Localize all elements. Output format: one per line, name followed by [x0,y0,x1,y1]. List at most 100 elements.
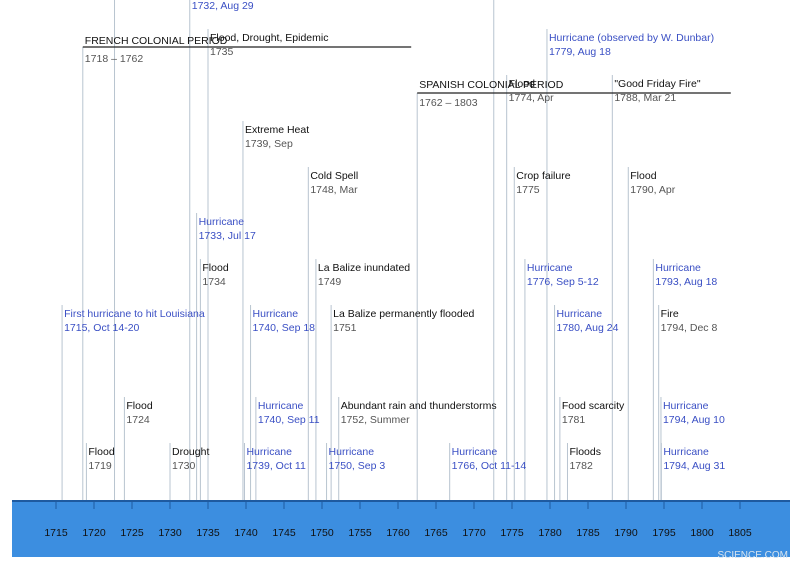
period-range: 1718 – 1762 [85,53,144,65]
axis-tick-label: 1715 [44,527,68,539]
event-date: 1775 [516,184,540,196]
event-title: Floods [569,446,601,458]
axis-tick-label: 1760 [386,527,410,539]
hurricane-event: Hurricane 1740, Sep 11 [258,400,320,426]
axis-tick-label: 1775 [500,527,524,539]
event-title: "Good Friday Fire" [614,78,701,90]
event-date: 1730 [172,460,196,472]
hurricane-event: Hurricane 1780, Aug 24 [557,308,619,334]
hurricane-event: Hurricane 1733, Jul 17 [199,216,256,242]
event-title: Abundant rain and thunderstorms [341,400,497,412]
event-title: First hurricane to hit Louisiana [64,308,205,320]
event-title: Hurricane [258,400,304,412]
event-date: 1732, Aug 29 [192,0,254,12]
event: La Balize inundated 1749 [318,262,410,288]
event: Abundant rain and thunderstorms 1752, Sum… [341,400,497,426]
hurricane-event: Hurricane1732, Aug 29 [192,0,254,12]
hurricane-event: Hurricane 1766, Oct 11-14 [452,446,527,472]
hurricane-event: Hurricane 1750, Sep 3 [329,446,386,472]
hurricane-event: First hurricane to hit Louisiana 1715, Oc… [64,308,205,334]
hurricane-event: Hurricane 1740, Sep 18 [253,308,316,334]
event-title: Drought [172,446,209,458]
axis-tick-label: 1765 [424,527,448,539]
event-title: La Balize inundated [318,262,410,274]
event-date: 1751 [333,322,357,334]
event-date: 1782 [569,460,593,472]
hurricane-event: Hurricane 1794, Aug 31 [663,446,725,472]
event-date: 1779, Aug 18 [549,46,611,58]
event: "Good Friday Fire" 1788, Mar 21 [614,78,701,104]
axis-tick-label: 1750 [310,527,334,539]
colonial-periods: FRENCH COLONIAL PERIOD 1718 – 1762 SPANISH… [82,35,731,109]
hurricane-event: Hurricane 1739, Oct 11 [246,446,306,472]
event-date: 1739, Sep [245,138,293,150]
event-title: Extreme Heat [245,124,309,136]
event: Floods 1782 [569,446,601,472]
axis-tick-label: 1740 [234,527,258,539]
period-title: FRENCH COLONIAL PERIOD [85,35,228,47]
event-date: 1794, Aug 31 [663,460,725,472]
event-title: Hurricane [557,308,603,320]
hurricane-event: Hurricane 1794, Aug 10 [663,400,725,426]
event-date: 1749 [318,276,342,288]
event-date: 1780, Aug 24 [557,322,619,334]
event-title: Hurricane (observed by W. Dunbar) [549,32,714,44]
event-title: Hurricane [199,216,245,228]
event: La Balize permanently flooded 1751 [333,308,474,334]
event-title: Hurricane [329,446,375,458]
axis-tick-label: 1755 [348,527,372,539]
period-range: 1762 – 1803 [419,97,478,109]
hurricane-event: Hurricane (observed by W. Dunbar) 1779, A… [549,32,714,58]
event-date: 1750, Sep 3 [329,460,386,472]
event-date: 1752, Summer [341,414,410,426]
axis-tick-label: 1720 [82,527,106,539]
event: Flood 1734 [202,262,228,288]
axis-tick-label: 1730 [158,527,182,539]
event-title: Flood [509,78,535,90]
axis-tick-label: 1800 [690,527,714,539]
event-date: 1739, Oct 11 [246,460,306,472]
event-title: Flood [126,400,152,412]
axis-tick-label: 1735 [196,527,220,539]
event: Drought 1730 [172,446,209,472]
event-date: 1776, Sep 5-12 [527,276,599,288]
event-title: Hurricane [663,400,709,412]
event: Flood 1724 [126,400,152,426]
event-date: 1766, Oct 11-14 [452,460,527,472]
event-title: Flood, Drought, Epidemic [210,32,328,44]
events: First hurricane to hit Louisiana 1715, Oc… [64,0,725,472]
event-date: 1733, Jul 17 [199,230,256,242]
event-date: 1794, Aug 10 [663,414,725,426]
event: Flood 1774, Apr [509,78,554,104]
event: Crop failure 1775 [516,170,570,196]
axis-tick-label: 1785 [576,527,600,539]
hurricane-event: Hurricane 1793, Aug 18 [655,262,717,288]
event-title: La Balize permanently flooded [333,308,474,320]
axis-tick-label: 1795 [652,527,676,539]
event-title: Hurricane [253,308,299,320]
axis-tick-label: 1770 [462,527,486,539]
guide-lines [61,0,662,501]
period-title: SPANISH COLONIAL PERIOD [419,79,564,91]
axis-tick-label: 1745 [272,527,296,539]
event-title: Flood [202,262,228,274]
event-title: Cold Spell [310,170,358,182]
event-date: 1793, Aug 18 [655,276,717,288]
event-date: 1719 [88,460,112,472]
event-title: Hurricane [663,446,709,458]
event-title: Hurricane [527,262,573,274]
event-date: 1724 [126,414,150,426]
hurricane-event: Hurricane 1776, Sep 5-12 [527,262,599,288]
event-date: 1748, Mar [310,184,358,196]
event-title: Flood [630,170,656,182]
event-date: 1735 [210,46,234,58]
axis-tick-label: 1780 [538,527,562,539]
axis-tick-label: 1805 [728,527,752,539]
event-title: Food scarcity [562,400,625,412]
event-date: 1788, Mar 21 [614,92,676,104]
event-date: 1734 [202,276,226,288]
event: Cold Spell 1748, Mar [310,170,358,196]
axis-tick-label: 1725 [120,527,144,539]
event-title: Fire [661,308,679,320]
